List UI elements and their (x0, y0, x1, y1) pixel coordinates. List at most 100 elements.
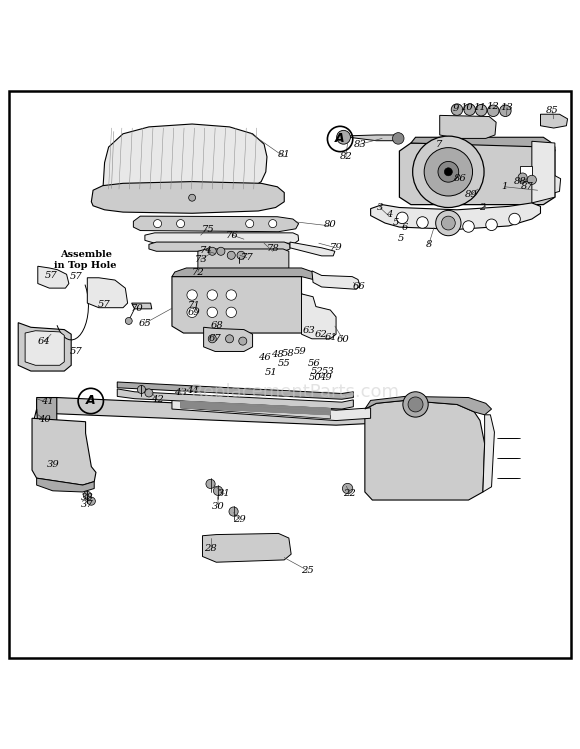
Circle shape (397, 212, 408, 224)
Text: 63: 63 (303, 326, 316, 335)
Polygon shape (365, 401, 485, 500)
Circle shape (88, 497, 95, 506)
Text: 68: 68 (211, 321, 224, 330)
Text: 56: 56 (308, 359, 321, 368)
Circle shape (342, 483, 353, 494)
Text: 66: 66 (353, 282, 365, 291)
Circle shape (239, 337, 247, 345)
Circle shape (424, 148, 473, 196)
Text: 58: 58 (282, 349, 295, 358)
Text: 67: 67 (209, 334, 222, 343)
Text: 55: 55 (278, 359, 291, 368)
Circle shape (188, 194, 195, 201)
Text: 77: 77 (241, 253, 253, 262)
Polygon shape (172, 398, 371, 421)
Text: 80: 80 (324, 220, 336, 229)
Circle shape (227, 251, 235, 259)
Polygon shape (32, 418, 96, 485)
Text: 74: 74 (200, 246, 213, 255)
Text: 83: 83 (354, 139, 367, 148)
Circle shape (336, 130, 350, 144)
Polygon shape (18, 323, 71, 371)
Text: 65: 65 (139, 319, 151, 328)
Polygon shape (103, 124, 267, 193)
Text: 57: 57 (98, 300, 111, 309)
Text: 46: 46 (258, 353, 270, 362)
Text: 1: 1 (502, 182, 508, 191)
Text: 13: 13 (501, 103, 513, 112)
Text: 61: 61 (325, 333, 338, 342)
Polygon shape (532, 142, 555, 203)
Text: eReplacementParts.com: eReplacementParts.com (180, 383, 400, 401)
Text: 42: 42 (151, 395, 164, 404)
Polygon shape (37, 398, 57, 438)
Text: 64: 64 (38, 337, 50, 346)
Circle shape (408, 397, 423, 412)
Text: 69: 69 (188, 309, 201, 318)
Circle shape (187, 307, 197, 318)
Text: 89: 89 (465, 190, 477, 199)
Text: 40: 40 (38, 415, 50, 424)
Circle shape (403, 392, 428, 417)
Text: 70: 70 (131, 304, 144, 313)
Text: 86: 86 (454, 174, 467, 183)
Text: 11: 11 (473, 103, 486, 112)
Text: 43: 43 (174, 388, 187, 397)
Text: 12: 12 (486, 102, 499, 111)
Circle shape (217, 247, 225, 255)
Text: 81: 81 (278, 150, 291, 159)
Circle shape (207, 307, 218, 318)
Text: 29: 29 (234, 515, 246, 524)
Circle shape (486, 219, 497, 231)
Text: 87: 87 (521, 182, 534, 191)
Text: 57: 57 (70, 272, 82, 281)
Text: 2: 2 (479, 203, 485, 212)
Text: 41: 41 (41, 397, 53, 406)
Text: 5: 5 (393, 218, 399, 227)
Circle shape (137, 386, 146, 393)
Polygon shape (520, 166, 532, 181)
Circle shape (269, 219, 277, 228)
Text: 79: 79 (329, 243, 342, 252)
Text: 50: 50 (309, 373, 321, 382)
Polygon shape (411, 137, 555, 151)
Circle shape (176, 219, 184, 228)
Text: 88: 88 (513, 177, 526, 186)
Text: 25: 25 (301, 565, 314, 574)
Text: 85: 85 (546, 106, 559, 115)
Polygon shape (440, 115, 496, 139)
Circle shape (444, 168, 452, 176)
Text: 10: 10 (461, 103, 473, 112)
Circle shape (440, 220, 451, 231)
Polygon shape (37, 478, 94, 492)
Text: 8: 8 (426, 240, 432, 249)
Text: 3: 3 (376, 203, 383, 212)
Text: 82: 82 (339, 152, 352, 161)
Text: 75: 75 (202, 225, 215, 234)
Text: A: A (86, 395, 96, 407)
Text: 49: 49 (320, 373, 332, 382)
Polygon shape (38, 266, 69, 288)
Circle shape (84, 491, 91, 500)
Polygon shape (371, 203, 541, 229)
Text: 28: 28 (204, 544, 217, 553)
Text: 22: 22 (343, 488, 356, 497)
Polygon shape (34, 409, 57, 441)
Text: 38: 38 (81, 494, 94, 503)
Polygon shape (145, 233, 299, 243)
Text: A: A (335, 133, 345, 145)
Polygon shape (25, 331, 64, 366)
Circle shape (518, 173, 527, 182)
Polygon shape (172, 268, 313, 279)
Text: 5: 5 (398, 234, 404, 243)
Text: 53: 53 (322, 366, 335, 375)
Text: 57: 57 (45, 271, 57, 280)
Polygon shape (117, 382, 353, 399)
Polygon shape (483, 415, 494, 492)
Polygon shape (204, 327, 252, 351)
Circle shape (208, 247, 216, 255)
Polygon shape (202, 533, 291, 562)
Circle shape (464, 104, 476, 115)
Polygon shape (117, 389, 353, 409)
Polygon shape (180, 401, 330, 419)
